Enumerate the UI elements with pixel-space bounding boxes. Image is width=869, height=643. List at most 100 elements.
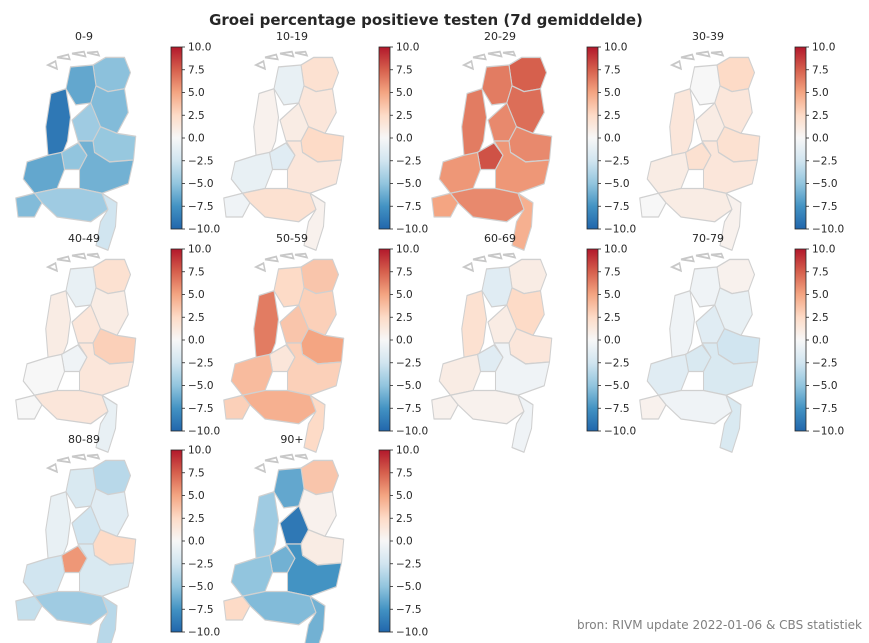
colorbar [378, 46, 391, 230]
colorbar-tick-label: 0.0 [812, 335, 829, 347]
colorbar-tick-label: 5.0 [604, 87, 621, 99]
colorbar-tick-label: −7.5 [396, 403, 422, 415]
colorbar-tick-label: −10.0 [188, 426, 220, 438]
colorbar-tick-label: 5.0 [812, 87, 829, 99]
region-zeeland [431, 192, 459, 218]
wadden-island [680, 53, 695, 61]
colorbar-tick-label: 2.5 [188, 110, 205, 122]
colorbar-tick-label: 5.0 [604, 289, 621, 301]
region-limburg [511, 192, 534, 251]
colorbar-tick-label: −7.5 [812, 403, 838, 415]
colorbar-tick-label: −2.5 [604, 357, 630, 369]
panel-title: 0-9 [75, 30, 93, 43]
region-noord_brabant [657, 187, 733, 223]
region-noord_brabant [449, 389, 525, 425]
panel-title: 20-29 [484, 30, 516, 43]
colorbar-tick-label: 10.0 [604, 42, 627, 54]
colorbar [170, 449, 183, 633]
wadden-island [56, 255, 71, 263]
colorbar-tick-label: 7.5 [188, 467, 205, 479]
colorbar-tick-label: 7.5 [812, 266, 829, 278]
colorbar-tick-label: −10.0 [604, 426, 636, 438]
colorbar-tick-label: −10.0 [812, 224, 844, 236]
wadden-island [71, 50, 87, 58]
wadden-island [45, 59, 59, 71]
colorbar-tick-label: −5.0 [604, 380, 630, 392]
map [223, 453, 345, 643]
region-zeeland [223, 595, 251, 621]
panel-70-79: 70-79 10.0 7.5 5.0 2.5 0.0 −2.5 −5.0 −7.5 −10.0 [639, 232, 844, 453]
region-noord_brabant [33, 187, 109, 223]
region-noord_brabant [33, 389, 109, 425]
region-noord_brabant [241, 590, 317, 626]
wadden-island [264, 456, 279, 464]
colorbar-tick-label: 7.5 [812, 64, 829, 76]
colorbar-tick-label: −5.0 [812, 380, 838, 392]
colorbar-tick-label: 7.5 [188, 266, 205, 278]
wadden-island [253, 462, 267, 474]
region-zeeland [15, 595, 43, 621]
wadden-island [279, 50, 295, 58]
wadden-island [472, 53, 487, 61]
colorbar-tick-label: −5.0 [188, 178, 214, 190]
region-zeeland [15, 192, 43, 218]
wadden-island [294, 50, 309, 57]
region-limburg [511, 394, 534, 453]
wadden-island [86, 252, 101, 259]
panel-title: 50-59 [276, 232, 308, 245]
colorbar [378, 248, 391, 432]
colorbar-tick-label: −2.5 [604, 155, 630, 167]
region-zuid_holland [22, 353, 66, 396]
map [15, 50, 137, 251]
wadden-island [695, 50, 711, 58]
region-limburg [303, 394, 326, 453]
wadden-island [294, 453, 309, 460]
colorbar-tick-label: −7.5 [188, 403, 214, 415]
region-gelderland [285, 342, 343, 396]
colorbar-tick-label: 5.0 [396, 289, 413, 301]
colorbar [586, 248, 599, 432]
region-zuid_holland [22, 554, 66, 597]
region-zeeland [639, 394, 667, 420]
colorbar-tick-label: −2.5 [188, 155, 214, 167]
wadden-island [86, 50, 101, 57]
colorbar-tick-label: 0.0 [604, 133, 621, 145]
region-zuid_holland [230, 353, 274, 396]
colorbar-tick-label: 2.5 [604, 312, 621, 324]
colorbar-tick-label: 2.5 [812, 312, 829, 324]
panel-title: 70-79 [692, 232, 724, 245]
wadden-island [294, 252, 309, 259]
panel-20-29: 20-29 10.0 7.5 5.0 2.5 0.0 −2.5 −5.0 −7.5 −10.0 [431, 30, 636, 251]
wadden-island [472, 255, 487, 263]
colorbar-tick-label: −5.0 [188, 380, 214, 392]
colorbar-tick-label: 0.0 [188, 335, 205, 347]
region-zuid_holland [438, 151, 482, 194]
colorbar-tick-label: −5.0 [812, 178, 838, 190]
colorbar-tick-label: −7.5 [812, 201, 838, 213]
region-zuid_holland [438, 353, 482, 396]
region-noord_brabant [241, 187, 317, 223]
colorbar-tick-label: 7.5 [396, 467, 413, 479]
wadden-island [279, 252, 295, 260]
region-gelderland [493, 342, 551, 396]
wadden-island [45, 462, 59, 474]
colorbar-tick-label: −2.5 [396, 558, 422, 570]
map [223, 50, 345, 251]
wadden-island [56, 456, 71, 464]
colorbar-tick-label: −7.5 [604, 201, 630, 213]
wadden-island [71, 453, 87, 461]
wadden-island [695, 252, 711, 260]
wadden-island [279, 453, 295, 461]
panel-title: 10-19 [276, 30, 308, 43]
panel-50-59: 50-59 10.0 7.5 5.0 2.5 0.0 −2.5 −5.0 −7.5 −10.0 [223, 232, 428, 453]
colorbar [378, 449, 391, 633]
wadden-island [71, 252, 87, 260]
region-zuid_holland [230, 151, 274, 194]
panel-title: 30-39 [692, 30, 724, 43]
colorbar-tick-label: −10.0 [396, 627, 428, 639]
colorbar-tick-label: 7.5 [604, 64, 621, 76]
colorbar-tick-label: 10.0 [812, 244, 835, 256]
colorbar-tick-label: 0.0 [396, 133, 413, 145]
region-zeeland [223, 394, 251, 420]
